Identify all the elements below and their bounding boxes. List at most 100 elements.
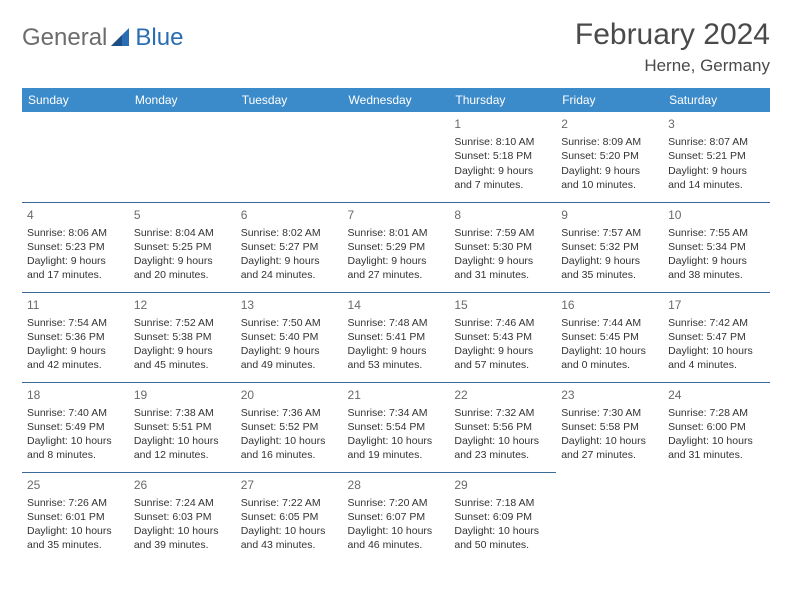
calendar-cell: 9Sunrise: 7:57 AMSunset: 5:32 PMDaylight… — [556, 202, 663, 292]
daylight-text: Daylight: 9 hours and 38 minutes. — [668, 254, 765, 282]
sunset-text: Sunset: 5:43 PM — [454, 330, 551, 344]
calendar-cell: 18Sunrise: 7:40 AMSunset: 5:49 PMDayligh… — [22, 382, 129, 472]
calendar-cell: 16Sunrise: 7:44 AMSunset: 5:45 PMDayligh… — [556, 292, 663, 382]
day-number: 4 — [27, 207, 124, 223]
weekday-header: Tuesday — [236, 88, 343, 112]
sunset-text: Sunset: 5:56 PM — [454, 420, 551, 434]
daylight-text: Daylight: 10 hours and 43 minutes. — [241, 524, 338, 552]
calendar-cell: 26Sunrise: 7:24 AMSunset: 6:03 PMDayligh… — [129, 472, 236, 562]
calendar-cell: 27Sunrise: 7:22 AMSunset: 6:05 PMDayligh… — [236, 472, 343, 562]
daylight-text: Daylight: 9 hours and 20 minutes. — [134, 254, 231, 282]
daylight-text: Daylight: 9 hours and 17 minutes. — [27, 254, 124, 282]
sunrise-text: Sunrise: 7:55 AM — [668, 226, 765, 240]
sunset-text: Sunset: 5:47 PM — [668, 330, 765, 344]
calendar-cell: 15Sunrise: 7:46 AMSunset: 5:43 PMDayligh… — [449, 292, 556, 382]
day-number: 5 — [134, 207, 231, 223]
calendar-cell: 2Sunrise: 8:09 AMSunset: 5:20 PMDaylight… — [556, 112, 663, 202]
calendar-row: 1Sunrise: 8:10 AMSunset: 5:18 PMDaylight… — [22, 112, 770, 202]
sunrise-text: Sunrise: 8:02 AM — [241, 226, 338, 240]
sunrise-text: Sunrise: 7:32 AM — [454, 406, 551, 420]
calendar-cell: 17 Sunrise: 7:42 AMSunset: 5:47 PMDayligh… — [663, 292, 770, 382]
calendar-cell: 29Sunrise: 7:18 AMSunset: 6:09 PMDayligh… — [449, 472, 556, 562]
sunrise-text: Sunrise: 8:09 AM — [561, 135, 658, 149]
day-number: 6 — [241, 207, 338, 223]
sunrise-text: Sunrise: 7:40 AM — [27, 406, 124, 420]
sunrise-text: Sunrise: 7:52 AM — [134, 316, 231, 330]
day-number: 25 — [27, 477, 124, 493]
sunset-text: Sunset: 5:58 PM — [561, 420, 658, 434]
day-number: 2 — [561, 116, 658, 132]
daylight-text: Daylight: 10 hours and 39 minutes. — [134, 524, 231, 552]
weekday-header-row: Sunday Monday Tuesday Wednesday Thursday… — [22, 88, 770, 112]
sail-icon — [111, 28, 133, 48]
daylight-text: Daylight: 10 hours and 27 minutes. — [561, 434, 658, 462]
daylight-text: Daylight: 9 hours and 49 minutes. — [241, 344, 338, 372]
sunrise-text: Sunrise: 7:44 AM — [561, 316, 658, 330]
sunrise-text: Sunrise: 8:06 AM — [27, 226, 124, 240]
calendar-cell: 13Sunrise: 7:50 AMSunset: 5:40 PMDayligh… — [236, 292, 343, 382]
day-number: 17 — [668, 297, 765, 313]
day-number: 12 — [134, 297, 231, 313]
calendar-cell: 25Sunrise: 7:26 AMSunset: 6:01 PMDayligh… — [22, 472, 129, 562]
weekday-header: Friday — [556, 88, 663, 112]
daylight-text: Daylight: 10 hours and 35 minutes. — [27, 524, 124, 552]
day-number: 20 — [241, 387, 338, 403]
sunrise-text: Sunrise: 7:34 AM — [348, 406, 445, 420]
daylight-text: Daylight: 10 hours and 12 minutes. — [134, 434, 231, 462]
weekday-header: Sunday — [22, 88, 129, 112]
sunrise-text: Sunrise: 7:36 AM — [241, 406, 338, 420]
day-number: 3 — [668, 116, 765, 132]
calendar-cell: 7Sunrise: 8:01 AMSunset: 5:29 PMDaylight… — [343, 202, 450, 292]
calendar-row: 18Sunrise: 7:40 AMSunset: 5:49 PMDayligh… — [22, 382, 770, 472]
weekday-header: Saturday — [663, 88, 770, 112]
calendar-cell: 5Sunrise: 8:04 AMSunset: 5:25 PMDaylight… — [129, 202, 236, 292]
daylight-text: Daylight: 10 hours and 50 minutes. — [454, 524, 551, 552]
brand-part1: General — [22, 24, 107, 52]
day-number: 8 — [454, 207, 551, 223]
sunset-text: Sunset: 6:09 PM — [454, 510, 551, 524]
sunrise-text: Sunrise: 7:42 AM — [668, 316, 765, 330]
daylight-text: Daylight: 10 hours and 4 minutes. — [668, 344, 765, 372]
day-number: 26 — [134, 477, 231, 493]
day-number: 29 — [454, 477, 551, 493]
sunrise-text: Sunrise: 7:46 AM — [454, 316, 551, 330]
daylight-text: Daylight: 9 hours and 7 minutes. — [454, 164, 551, 192]
header: General Blue February 2024 Herne, German… — [22, 18, 770, 76]
day-number: 9 — [561, 207, 658, 223]
sunrise-text: Sunrise: 8:04 AM — [134, 226, 231, 240]
day-number: 14 — [348, 297, 445, 313]
brand-part2: Blue — [135, 24, 183, 52]
day-number: 22 — [454, 387, 551, 403]
sunrise-text: Sunrise: 7:57 AM — [561, 226, 658, 240]
calendar-table: Sunday Monday Tuesday Wednesday Thursday… — [22, 88, 770, 562]
sunrise-text: Sunrise: 7:30 AM — [561, 406, 658, 420]
sunrise-text: Sunrise: 7:22 AM — [241, 496, 338, 510]
sunset-text: Sunset: 5:27 PM — [241, 240, 338, 254]
sunset-text: Sunset: 5:18 PM — [454, 149, 551, 163]
day-number: 7 — [348, 207, 445, 223]
daylight-text: Daylight: 10 hours and 19 minutes. — [348, 434, 445, 462]
sunset-text: Sunset: 5:29 PM — [348, 240, 445, 254]
month-title: February 2024 — [575, 18, 770, 52]
sunrise-text: Sunrise: 7:59 AM — [454, 226, 551, 240]
calendar-cell: 19Sunrise: 7:38 AMSunset: 5:51 PMDayligh… — [129, 382, 236, 472]
sunset-text: Sunset: 6:07 PM — [348, 510, 445, 524]
daylight-text: Daylight: 10 hours and 16 minutes. — [241, 434, 338, 462]
sunrise-text: Sunrise: 7:50 AM — [241, 316, 338, 330]
calendar-cell-empty — [22, 112, 129, 202]
daylight-text: Daylight: 9 hours and 35 minutes. — [561, 254, 658, 282]
day-number: 1 — [454, 116, 551, 132]
calendar-row: 4Sunrise: 8:06 AMSunset: 5:23 PMDaylight… — [22, 202, 770, 292]
day-number: 23 — [561, 387, 658, 403]
daylight-text: Daylight: 9 hours and 53 minutes. — [348, 344, 445, 372]
sunset-text: Sunset: 6:00 PM — [668, 420, 765, 434]
sunset-text: Sunset: 5:23 PM — [27, 240, 124, 254]
sunrise-text: Sunrise: 7:24 AM — [134, 496, 231, 510]
daylight-text: Daylight: 9 hours and 45 minutes. — [134, 344, 231, 372]
weekday-header: Wednesday — [343, 88, 450, 112]
calendar-cell: 23 Sunrise: 7:30 AMSunset: 5:58 PMDayligh… — [556, 382, 663, 472]
sunset-text: Sunset: 5:49 PM — [27, 420, 124, 434]
day-number: 27 — [241, 477, 338, 493]
daylight-text: Daylight: 9 hours and 27 minutes. — [348, 254, 445, 282]
title-block: February 2024 Herne, Germany — [575, 18, 770, 76]
